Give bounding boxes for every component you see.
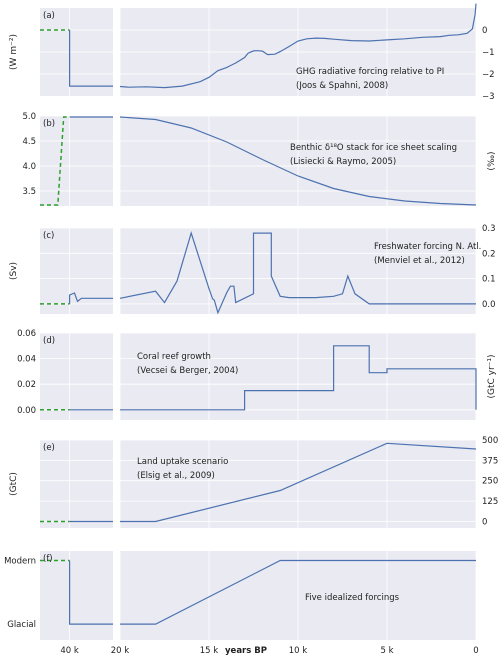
panel-annotation: Benthic δ¹⁸O stack for ice sheet scaling <box>290 143 457 153</box>
y-tick-label-right: 0.1 <box>482 275 496 285</box>
series-line-right <box>119 231 476 315</box>
y-tick-label-left: Glacial <box>7 620 36 630</box>
x-tick-label: 0 <box>473 646 478 656</box>
panel-label: (b) <box>43 119 55 129</box>
panel-label: (e) <box>43 443 55 453</box>
y-tick-label-left: 0.06 <box>17 329 36 339</box>
x-tick-label: 10 k <box>289 646 308 656</box>
series-dashed-initial <box>40 116 70 206</box>
y-tick-label-left: 0.02 <box>17 380 36 390</box>
panel-left-background <box>40 116 113 206</box>
y-axis-label-left: (Sv) <box>9 262 19 280</box>
y-tick-label-right: 0 <box>482 26 487 36</box>
panel-label: (d) <box>43 336 55 346</box>
series-line-right <box>119 116 477 206</box>
panel-annotation: GHG radiative forcing relative to PI <box>296 67 444 77</box>
x-tick-label: 15 k <box>200 646 219 656</box>
series-line-right <box>120 442 477 523</box>
panel-annotation: Coral reef growth <box>137 352 211 362</box>
y-tick-label-right: 0.0 <box>482 300 496 310</box>
y-tick-label-left: 0.00 <box>17 406 36 416</box>
x-tick-label: 20 k <box>111 646 130 656</box>
x-tick-label: 5 k <box>380 646 393 656</box>
panel-label: (a) <box>43 11 55 21</box>
y-axis-label-left: (GtC) <box>9 472 19 496</box>
y-tick-label-left: 4.5 <box>22 137 36 147</box>
y-tick-label-right: 0.3 <box>482 224 496 234</box>
y-tick-label-right: 0.2 <box>482 249 496 259</box>
y-axis-label-right: (‰) <box>487 151 497 170</box>
panel-annotation: (Lisiecki & Raymo, 2005) <box>290 157 396 167</box>
y-tick-label-left: 0.04 <box>17 355 36 365</box>
y-tick-label-left: 5.0 <box>22 112 36 122</box>
y-tick-label-right: 250 <box>482 477 498 487</box>
series-line-right <box>119 3 477 89</box>
series-line-right <box>120 559 476 625</box>
y-tick-label-right: −1 <box>482 48 495 58</box>
y-axis-label-right: (GtC yr⁻¹) <box>487 354 497 398</box>
y-tick-label-right: 500 <box>482 436 498 446</box>
y-tick-label-right: −2 <box>482 70 495 80</box>
y-axis-label-left: (W m⁻²) <box>9 34 19 70</box>
panel-annotation: (Menviel et al., 2012) <box>374 256 465 266</box>
y-tick-label-left: 3.5 <box>22 187 36 197</box>
panel-left-background <box>40 551 113 640</box>
panel-label: (c) <box>43 231 54 241</box>
panel-annotation: Five idealized forcings <box>305 593 400 603</box>
series-line-left <box>68 30 113 87</box>
y-tick-label-right: 375 <box>482 456 498 466</box>
panel-label: (f) <box>43 554 53 564</box>
y-tick-label-left: Modern <box>4 557 36 567</box>
panel-annotation: (Vecsei & Berger, 2004) <box>137 366 238 376</box>
panel-annotation: Land uptake scenario <box>137 457 228 467</box>
x-axis-label: years BP <box>225 646 267 656</box>
y-tick-label-right: 125 <box>482 497 498 507</box>
panel-annotation: (Elsig et al., 2009) <box>137 471 215 481</box>
series-line-right <box>120 345 477 411</box>
panel-left-background <box>40 440 113 528</box>
panel-annotation: Freshwater forcing N. Atl. <box>374 242 481 252</box>
y-tick-label-right: 0 <box>482 517 487 527</box>
x-tick-label: 40 k <box>60 646 79 656</box>
y-tick-label-left: 4.0 <box>22 162 36 172</box>
y-tick-label-right: −3 <box>482 92 495 102</box>
panel-annotation: (Joos & Spahni, 2008) <box>296 81 388 91</box>
series-line-left <box>68 560 113 625</box>
panel-left-background <box>40 333 113 420</box>
series-line-left <box>68 292 113 304</box>
